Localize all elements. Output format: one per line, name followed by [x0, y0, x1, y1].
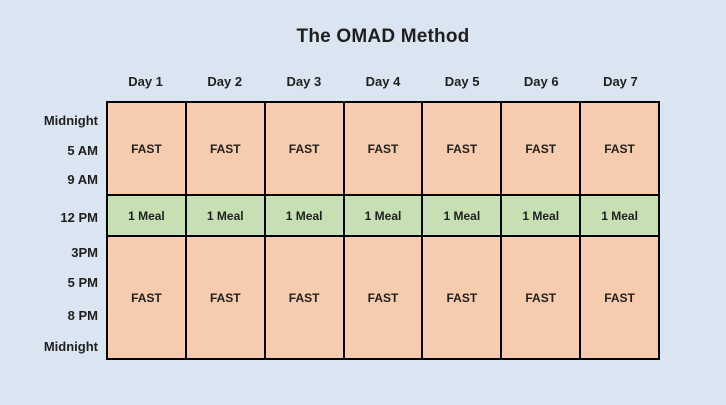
cell-fast-r3-day4: FAST: [344, 237, 422, 358]
cell-fast-r3-day1: FAST: [108, 237, 185, 358]
time-label-3: 9 AM: [67, 172, 98, 187]
day-header-3: Day 3: [286, 74, 322, 89]
cell-meal-r2-day1: 1 Meal: [108, 196, 185, 235]
day-header-2: Day 2: [207, 74, 243, 89]
time-axis: Midnight 5 AM 9 AM 12 PM 3PM 5 PM 8 PM Midnight: [0, 0, 98, 405]
cell-fast-r3-day6: FAST: [502, 237, 580, 358]
day-header-6: Day 6: [523, 74, 559, 89]
cell-fast-r1-day1: FAST: [108, 103, 185, 194]
day-header-5: Day 5: [444, 74, 480, 89]
cell-fast-r1-day4: FAST: [344, 103, 422, 194]
cell-fast-r1-day6: FAST: [502, 103, 580, 194]
time-label-7: 8 PM: [67, 308, 98, 323]
time-label-5: 3PM: [71, 245, 98, 260]
cell-fast-r1-day5: FAST: [423, 103, 501, 194]
time-label-2: 5 AM: [67, 143, 98, 158]
cell-fast-r1-day3: FAST: [265, 103, 343, 194]
cell-fast-r3-day7: FAST: [581, 237, 658, 358]
cell-meal-r2-day5: 1 Meal: [423, 196, 501, 235]
day-header-row: Day 1 Day 2 Day 3 Day 4 Day 5 Day 6 Day 7: [106, 74, 660, 89]
cell-fast-r1-day7: FAST: [581, 103, 658, 194]
cell-meal-r2-day2: 1 Meal: [186, 196, 264, 235]
day-header-4: Day 4: [365, 74, 401, 89]
day-header-1: Day 1: [128, 74, 163, 89]
cell-meal-r2-day7: 1 Meal: [581, 196, 658, 235]
time-label-6: 5 PM: [67, 275, 98, 290]
cell-meal-r2-day3: 1 Meal: [265, 196, 343, 235]
cell-fast-r3-day5: FAST: [423, 237, 501, 358]
schedule-grid: FAST FAST FAST FAST FAST FAST FAST 1 Meal 1 Meal…: [106, 101, 660, 360]
time-label-1: Midnight: [43, 113, 98, 128]
time-label-8: Midnight: [43, 339, 98, 354]
page-title: The OMAD Method: [296, 26, 470, 47]
day-header-7: Day 7: [603, 74, 638, 89]
cell-fast-r3-day2: FAST: [186, 237, 264, 358]
time-label-4: 12 PM: [60, 210, 98, 225]
cell-fast-r3-day3: FAST: [265, 237, 343, 358]
cell-fast-r1-day2: FAST: [186, 103, 264, 194]
cell-meal-r2-day4: 1 Meal: [344, 196, 422, 235]
cell-meal-r2-day6: 1 Meal: [502, 196, 580, 235]
